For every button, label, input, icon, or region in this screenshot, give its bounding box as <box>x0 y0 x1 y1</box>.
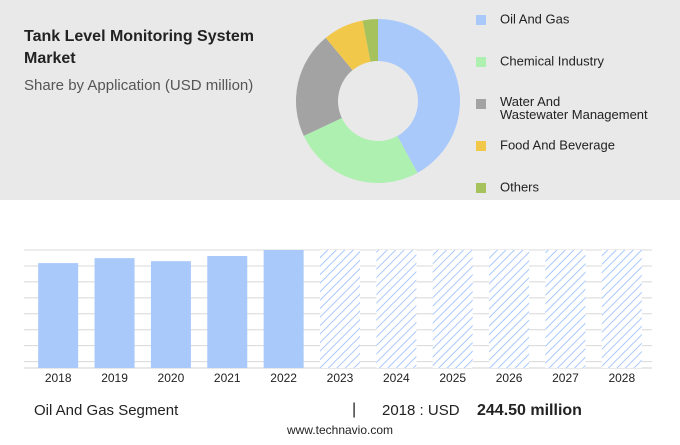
donut-slice <box>325 20 371 71</box>
legend-label: Others <box>500 179 540 194</box>
x-tick-label: 2020 <box>158 371 185 385</box>
bar <box>207 256 248 368</box>
x-tick-label: 2026 <box>496 371 523 385</box>
footer-source: www.technavio.com <box>286 423 393 437</box>
forecast-placeholder <box>545 250 586 368</box>
legend-swatch <box>476 15 486 25</box>
donut-slice <box>295 37 353 136</box>
legend-label: Oil And Gas <box>500 11 570 26</box>
donut-slice <box>378 19 460 173</box>
legend-label: Water And Wastewater Management <box>500 94 648 122</box>
subtitle: Share by Application (USD million) <box>24 77 253 94</box>
legend-label: Food And Beverage <box>500 137 615 152</box>
forecast-placeholder <box>601 250 642 368</box>
x-tick-label: 2018 <box>45 371 72 385</box>
bar <box>38 263 79 368</box>
forecast-placeholder <box>432 250 473 368</box>
donut-slice <box>362 19 378 62</box>
footer-segment: Oil And Gas Segment <box>34 402 179 419</box>
footer-year: 2018 : USD <box>382 402 460 419</box>
x-tick-label: 2021 <box>214 371 241 385</box>
legend-swatch <box>476 141 486 151</box>
x-tick-label: 2022 <box>270 371 297 385</box>
forecast-placeholder <box>489 250 530 368</box>
footer-separator: | <box>352 401 356 418</box>
title-line: Tank Level Monitoring System Market <box>24 28 254 67</box>
x-tick-label: 2025 <box>439 371 466 385</box>
legend-swatch <box>476 57 486 67</box>
x-tick-label: 2027 <box>552 371 579 385</box>
legend-label: Chemical Industry <box>500 53 605 68</box>
bar <box>94 258 135 368</box>
forecast-placeholder <box>376 250 417 368</box>
x-tick-label: 2023 <box>327 371 354 385</box>
bar <box>263 250 304 368</box>
x-tick-label: 2028 <box>608 371 635 385</box>
legend-swatch <box>476 183 486 193</box>
x-tick-label: 2024 <box>383 371 410 385</box>
x-tick-label: 2019 <box>101 371 128 385</box>
footer-value: 244.50 million <box>477 402 582 419</box>
legend-swatch <box>476 99 486 109</box>
bar <box>150 261 191 368</box>
donut-slice <box>303 118 418 184</box>
forecast-placeholder <box>320 250 360 368</box>
